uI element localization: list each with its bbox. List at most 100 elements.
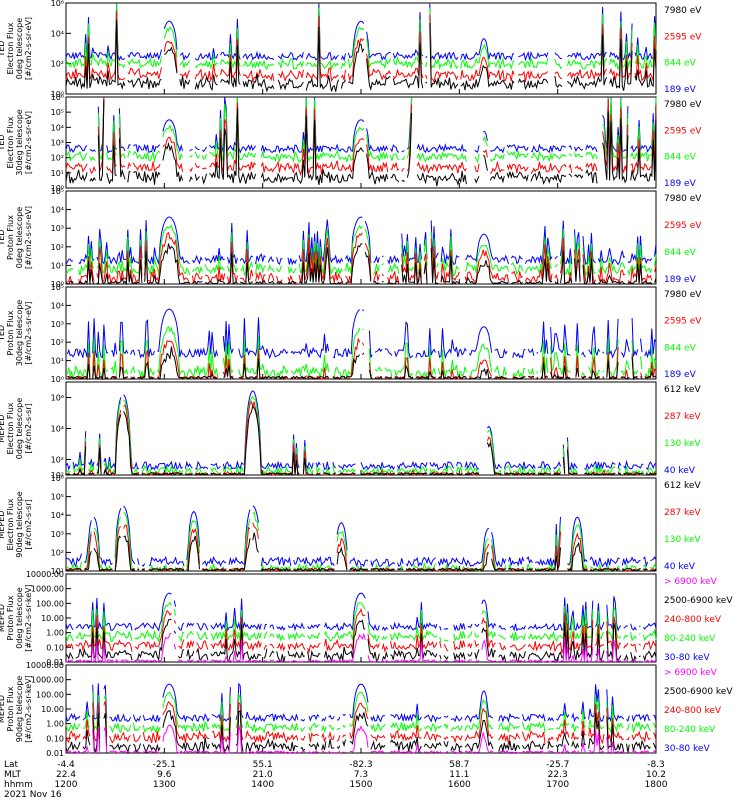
y-tick-label: 10⁴	[51, 29, 64, 38]
x-row-value: 1500	[350, 780, 373, 790]
legend-entry: 130 keV	[664, 535, 701, 545]
y-tick-label: 10⁰	[51, 375, 64, 384]
flux-panel-7: 10000.00 1000.00 100.00 10.00 1.00 0.10 0.01 ME…	[0, 570, 733, 667]
y-tick-label: 10¹	[51, 261, 64, 270]
panel-frame	[65, 381, 657, 476]
y-tick-label: 0.10	[46, 734, 64, 743]
y-axis-label-line: [#/cm2-s-sr]	[24, 499, 33, 549]
y-axis-label-line: MEPED	[0, 415, 6, 443]
time-axis-labels: Lat -4.4 -25.1 55.1 -82.3 58.7 -25.7 -8.3 MLT 22.…	[4, 760, 668, 800]
y-tick-label: 100.00	[36, 690, 64, 699]
y-axis-label-line: [#/cm2-s-sr-keV]	[24, 675, 33, 742]
y-axis-label-line: [#/cm2-s-sr]	[24, 403, 33, 453]
y-axis-label-line: MEPED	[0, 511, 6, 539]
series-black-trace	[67, 346, 657, 381]
y-axis-label-line: [#/cm2-s-sr-eV]	[24, 301, 33, 364]
series-blue-trace	[65, 97, 657, 154]
legend-entry: 189 eV	[664, 275, 697, 285]
legend-entry: 844 eV	[664, 59, 697, 69]
y-tick-label: 10⁵	[51, 108, 64, 117]
y-tick-label: 10⁴	[51, 123, 64, 132]
y-axis-label: MEPEDElectron Flux0deg telescope[#/cm2-s…	[0, 398, 33, 459]
legend-entry: 7980 eV	[664, 290, 702, 300]
y-tick-label: 10³	[51, 224, 64, 233]
y-tick-label: 10⁴	[51, 206, 64, 215]
legend-entry: 240-800 keV	[664, 615, 722, 625]
y-axis-label-line: TED	[0, 134, 6, 151]
y-tick-label: 10⁰	[51, 280, 64, 289]
series-green-trace	[65, 601, 657, 644]
y-tick-label: 10.00	[41, 614, 64, 623]
panel-frame	[65, 2, 657, 95]
y-axis-label: MEPEDProton Flux90deg telescope[#/cm2-s-…	[0, 675, 33, 742]
date-label: 2021 Nov 16	[4, 790, 62, 800]
y-axis-label: MEPEDElectron Flux90deg telescope[#/cm2-…	[0, 491, 33, 558]
legend-entry: 287 keV	[664, 412, 701, 422]
y-tick-label: 10²	[51, 471, 64, 480]
flux-panel-5: 10⁶ 10⁴ 10² 10² MEPEDElectron Flux0deg teles…	[0, 381, 701, 480]
legend-entry: 40 keV	[664, 466, 696, 476]
legend-entry: 7980 eV	[664, 100, 702, 110]
series-black-trace	[65, 100, 657, 187]
series-black-trace	[65, 20, 657, 93]
x-row-value: 22.4	[56, 770, 76, 780]
x-row-value: 22.3	[548, 770, 568, 780]
y-axis-label: TEDProton Flux30deg telescope[#/cm2-s-sr…	[0, 300, 33, 367]
series-red-trace	[65, 700, 657, 745]
legend-entry: 189 eV	[664, 85, 697, 95]
legend-entry: 2500-6900 keV	[664, 687, 733, 697]
y-axis-label-line: TED	[0, 229, 6, 246]
y-tick-label: 10⁶	[51, 0, 64, 8]
y-tick-label: 10⁶	[51, 394, 64, 403]
flux-panel-1: 10⁶ 10⁴ 10² 10⁰ TEDElectron Flux0deg telesco…	[0, 0, 702, 99]
x-row-value: 10.2	[646, 770, 666, 780]
series-red-trace	[65, 97, 657, 177]
flux-panel-8: 10000.00 1000.00 100.00 10.00 1.00 0.10 0.01 ME…	[0, 661, 733, 758]
legend-entry: 2595 eV	[664, 32, 702, 42]
series-black-trace	[65, 404, 657, 477]
legend-entry: 80-240 keV	[664, 634, 716, 644]
series-black-trace	[65, 532, 657, 573]
legend-entry: 844 eV	[664, 248, 697, 258]
legend-entry: 844 eV	[664, 153, 697, 163]
y-axis-label-line: 0deg telescope	[15, 207, 24, 268]
series-blue-trace	[65, 592, 657, 632]
panel-frame	[65, 286, 657, 380]
y-axis-label: MEPEDProton Flux0deg telescope[#/cm2-s-s…	[0, 584, 33, 651]
y-axis-label-line: [#/cm2-s-sr-eV]	[24, 17, 33, 80]
series-green-trace	[65, 691, 657, 735]
y-axis-label-line: TED	[0, 40, 6, 57]
series-red-trace	[67, 338, 657, 381]
x-row-value: 1600	[448, 780, 471, 790]
y-axis-label-line: Electron Flux	[6, 402, 15, 454]
y-axis-label-line: Proton Flux	[6, 686, 15, 731]
legend-entry: 2595 eV	[664, 126, 702, 136]
flux-panel-3: 10⁵ 10⁴ 10³ 10² 10¹ 10⁰ TEDProton Flux0deg tel…	[0, 187, 702, 289]
y-tick-label: 10²	[51, 548, 64, 557]
y-axis-label-line: 90deg telescope	[15, 491, 24, 558]
y-axis-label-line: Proton Flux	[6, 595, 15, 640]
y-axis-label-line: Proton Flux	[6, 215, 15, 260]
series-green-trace	[65, 97, 657, 164]
series-blue-trace	[65, 3, 657, 62]
x-row-value: 55.1	[253, 760, 273, 770]
y-axis-label-line: TED	[0, 325, 6, 342]
y-tick-label: 100.00	[36, 599, 64, 608]
y-tick-label: 1.00	[46, 629, 64, 638]
series-blue-trace	[65, 216, 657, 266]
series-blue-trace	[65, 682, 657, 724]
legend-entry: 189 eV	[664, 179, 697, 189]
y-tick-label: 10¹	[51, 567, 64, 576]
x-row-label: hhmm	[4, 780, 33, 790]
y-tick-label: 10⁶	[51, 93, 64, 102]
y-tick-label: 1.00	[46, 720, 64, 729]
y-tick-label: 10⁰	[51, 184, 64, 193]
flux-panel-4: 10⁵ 10⁴ 10³ 10² 10¹ 10⁰ TEDProton Flux30deg te…	[0, 283, 702, 384]
y-tick-label: 10¹	[51, 357, 64, 366]
y-tick-label: 10000.00	[26, 570, 64, 579]
legend-entry: 30-80 keV	[664, 744, 710, 754]
y-tick-label: 10²	[51, 154, 64, 163]
legend-entry: > 6900 keV	[664, 668, 718, 678]
y-axis-label: TEDElectron Flux0deg telescope[#/cm2-s-s…	[0, 17, 33, 80]
series-black-trace	[65, 710, 657, 755]
